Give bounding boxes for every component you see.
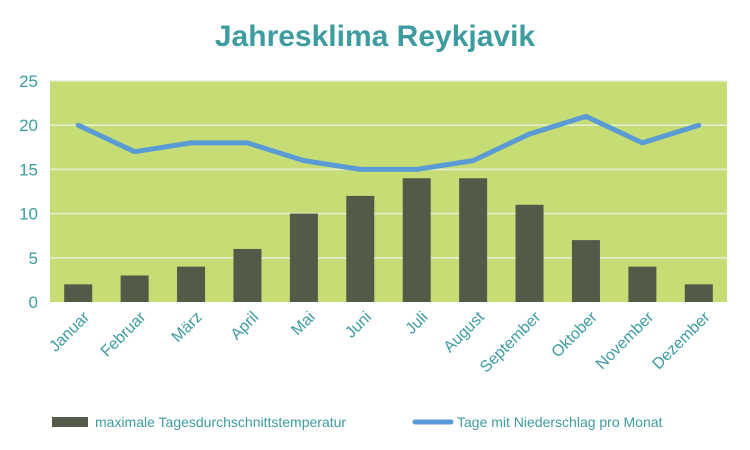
x-axis: Januar Februar März April Mai Juni Juli AugustS… (46, 308, 714, 376)
bar (459, 178, 488, 302)
series-line (75, 113, 702, 172)
bar (684, 284, 713, 302)
x-tick-label: Juli (403, 309, 432, 338)
bar (120, 275, 149, 302)
x-tick-label: April (228, 309, 263, 344)
y-tick-label: 10 (19, 205, 38, 224)
bar (346, 195, 375, 302)
y-tick-label: 15 (19, 160, 38, 179)
y-tick-label: 0 (29, 293, 38, 312)
bar (64, 284, 93, 302)
line-series (75, 113, 702, 172)
bar (628, 266, 657, 302)
bar (402, 178, 431, 302)
x-tick-label: Juni (342, 309, 375, 342)
legend-label-bar: maximale Tagesdurchschnittstemperatur (95, 414, 346, 430)
y-tick-label: 25 (19, 72, 38, 91)
bar (289, 213, 318, 302)
x-tick-label: Februar (98, 308, 150, 360)
legend-swatch-bar (52, 417, 88, 427)
bar (515, 204, 544, 302)
x-tick-label: März (169, 309, 206, 346)
bar (233, 248, 262, 302)
x-tick-label: Mai (288, 309, 318, 339)
plot-area (50, 81, 727, 302)
bar (177, 266, 206, 302)
y-tick-label: 20 (19, 116, 38, 135)
y-tick-label: 5 (29, 249, 38, 268)
x-tick-label: Dezember (649, 308, 714, 373)
legend-label-line: Tage mit Niederschlag pro Monat (457, 414, 663, 430)
bar (571, 240, 600, 302)
x-tick-label: Januar (46, 308, 93, 355)
x-tick-label: August (441, 308, 489, 356)
y-axis: 0 5 10 15 20 25 (19, 72, 38, 312)
x-tick-label: November (593, 308, 658, 373)
bar-series (64, 178, 713, 302)
x-tick-label: September (477, 308, 545, 376)
legend: maximale Tagesdurchschnittstemperatur Tag… (52, 414, 663, 430)
chart-title: Jahresklima Reykjavik (215, 20, 536, 53)
x-tick-label: Oktober (549, 308, 602, 361)
